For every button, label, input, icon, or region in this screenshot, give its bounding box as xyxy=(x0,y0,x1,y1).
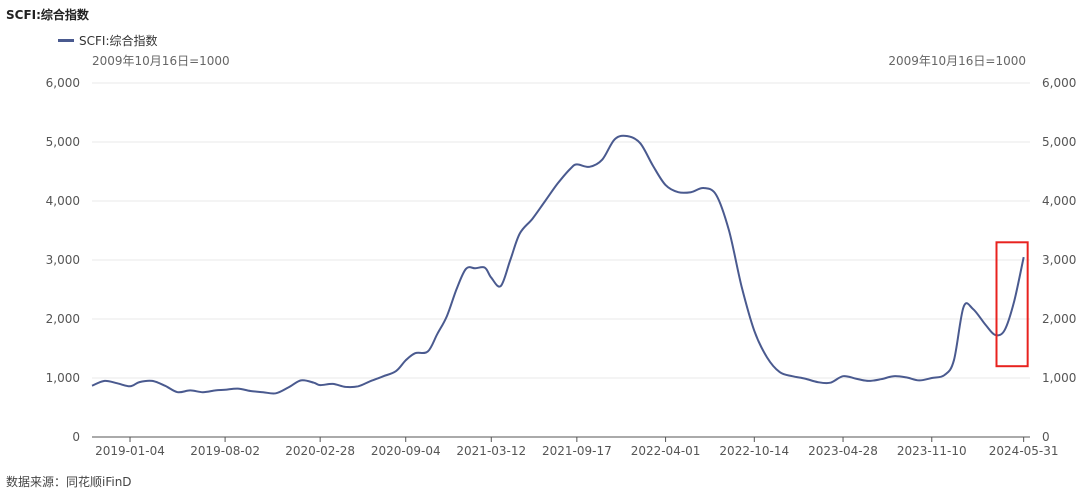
y-tick-label-left: 6,000 xyxy=(46,76,80,90)
y-tick-label-left: 2,000 xyxy=(46,312,80,326)
y-tick-label-right: 5,000 xyxy=(1042,135,1076,149)
x-tick-label: 2023-04-28 xyxy=(808,444,878,458)
y-tick-label-left: 5,000 xyxy=(46,135,80,149)
y-tick-label-left: 4,000 xyxy=(46,194,80,208)
x-tick-label: 2023-11-10 xyxy=(897,444,967,458)
y-axis-right: 0 1,000 2,000 3,000 4,000 5,000 6,000 xyxy=(1042,76,1076,444)
legend[interactable]: SCFI:综合指数 xyxy=(58,32,157,49)
y-tick-label-right: 2,000 xyxy=(1042,312,1076,326)
y-tick-label-right: 6,000 xyxy=(1042,76,1076,90)
x-tick-label: 2021-09-17 xyxy=(542,444,612,458)
y-axis-left: 0 1,000 2,000 3,000 4,000 5,000 6,000 xyxy=(46,76,80,444)
y-tick-label-right: 3,000 xyxy=(1042,253,1076,267)
x-tick-label: 2020-02-28 xyxy=(285,444,355,458)
series-line-scfi xyxy=(91,134,1025,395)
x-tick-label: 2024-05-31 xyxy=(989,444,1059,458)
left-axis-unit-note: 2009年10月16日=1000 xyxy=(92,54,230,68)
legend-line-swatch xyxy=(58,39,74,42)
right-axis-unit-note: 2009年10月16日=1000 xyxy=(888,54,1026,68)
y-tick-label-right: 1,000 xyxy=(1042,371,1076,385)
x-tick-label: 2019-08-02 xyxy=(190,444,260,458)
x-tick-label: 2020-09-04 xyxy=(371,444,441,458)
x-tick-label: 2021-03-12 xyxy=(456,444,526,458)
chart-title: SCFI:综合指数 xyxy=(6,8,89,22)
y-tick-label-right: 0 xyxy=(1042,430,1050,444)
x-tick-label: 2022-10-14 xyxy=(719,444,789,458)
x-tick-label: 2022-04-01 xyxy=(631,444,701,458)
legend-label: SCFI:综合指数 xyxy=(79,34,158,48)
highlight-box xyxy=(995,241,1029,368)
x-axis: 2019-01-04 2019-08-02 2020-02-28 2020-09-04… xyxy=(92,436,1059,458)
grid-lines xyxy=(92,82,1030,379)
y-tick-label-right: 4,000 xyxy=(1042,194,1076,208)
x-tick-label: 2019-01-04 xyxy=(95,444,165,458)
y-tick-label-left: 0 xyxy=(72,430,80,444)
data-source-note: 数据来源：同花顺iFinD xyxy=(6,475,132,489)
y-tick-label-left: 3,000 xyxy=(46,253,80,267)
y-tick-label-left: 1,000 xyxy=(46,371,80,385)
